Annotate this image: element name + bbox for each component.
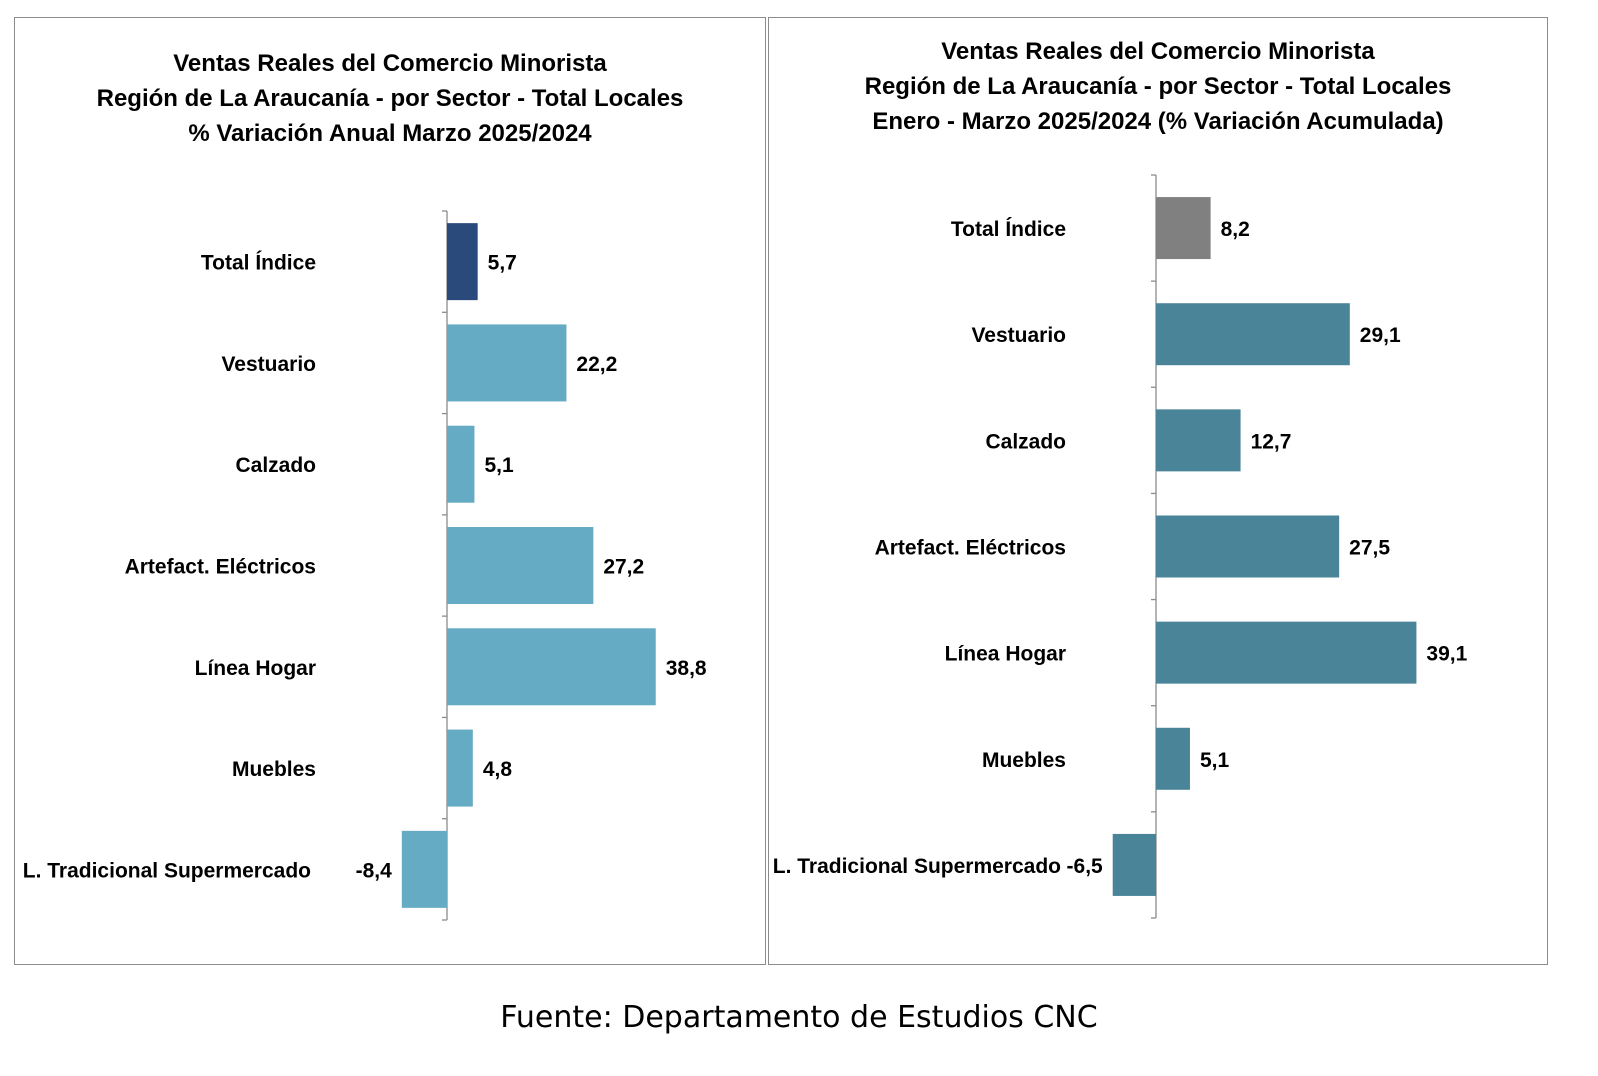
category-label: Artefact. Eléctricos — [875, 537, 1066, 560]
bar — [1156, 197, 1211, 260]
chart-panel-left: Ventas Reales del Comercio Minorista Reg… — [14, 17, 766, 965]
chart-title-line: Ventas Reales del Comercio Minorista — [173, 50, 607, 77]
data-label: 38,8 — [666, 657, 707, 680]
bar — [1156, 621, 1417, 684]
data-label: -6,5 — [1067, 855, 1104, 878]
bar — [1156, 303, 1350, 366]
data-label: 8,2 — [1221, 218, 1250, 241]
chart-title-line: Región de La Araucanía - por Sector - To… — [96, 85, 684, 112]
data-label: 27,2 — [603, 556, 644, 579]
bar — [447, 527, 594, 604]
bar — [447, 223, 478, 301]
data-label: 5,7 — [488, 252, 517, 275]
bar — [1156, 409, 1241, 472]
bar-chart-svg: Total Índice 8,2 Vestuario 29,1 Calzado 12,7 A… — [773, 174, 1468, 919]
data-label: 12,7 — [1251, 430, 1292, 453]
chart-title-line: Enero - Marzo 2025/2024 (% Variación Acu… — [872, 108, 1444, 135]
category-label: Calzado — [985, 430, 1066, 453]
bar — [447, 628, 656, 706]
category-label: Total Índice — [201, 252, 316, 275]
category-label: Línea Hogar — [945, 643, 1066, 666]
bar — [1156, 515, 1340, 578]
chart-title-line: Región de La Araucanía - por Sector - To… — [864, 73, 1452, 100]
data-label: -8,4 — [356, 859, 393, 882]
bar — [1112, 833, 1156, 896]
category-label: Calzado — [235, 454, 316, 477]
bar — [401, 830, 447, 908]
data-label: 22,2 — [576, 353, 617, 376]
data-label: 27,5 — [1349, 537, 1390, 560]
bar — [1156, 727, 1190, 790]
category-label: L. Tradicional Supermercado — [23, 859, 311, 882]
data-label: 39,1 — [1426, 643, 1467, 666]
category-label: Muebles — [232, 758, 316, 781]
data-label: 4,8 — [483, 758, 513, 781]
chart-title: Ventas Reales del Comercio Minorista Reg… — [15, 46, 765, 151]
category-label: L. Tradicional Supermercado — [773, 855, 1061, 878]
bar — [447, 425, 475, 503]
data-label: 5,1 — [484, 454, 514, 477]
chart-panel-right: Ventas Reales del Comercio Minorista Reg… — [768, 17, 1548, 965]
bar-chart-svg: Total Índice 5,7 Vestuario 22,2 Calzado 5,1 Ar… — [23, 210, 707, 921]
category-label: Vestuario — [971, 324, 1066, 347]
chart-title-line: % Variación Anual Marzo 2025/2024 — [188, 120, 592, 147]
bar — [447, 324, 567, 402]
data-label: 29,1 — [1360, 324, 1401, 347]
chart-title: Ventas Reales del Comercio Minorista Reg… — [769, 34, 1547, 139]
data-label: 5,1 — [1200, 749, 1230, 772]
category-label: Vestuario — [221, 353, 316, 376]
category-label: Artefact. Eléctricos — [125, 556, 316, 579]
source-note: Fuente: Departamento de Estudios CNC — [500, 1000, 1098, 1035]
category-label: Línea Hogar — [195, 657, 316, 680]
bar — [447, 729, 473, 807]
chart-title-line: Ventas Reales del Comercio Minorista — [941, 38, 1375, 65]
category-label: Muebles — [982, 749, 1066, 772]
category-label: Total Índice — [951, 218, 1066, 241]
